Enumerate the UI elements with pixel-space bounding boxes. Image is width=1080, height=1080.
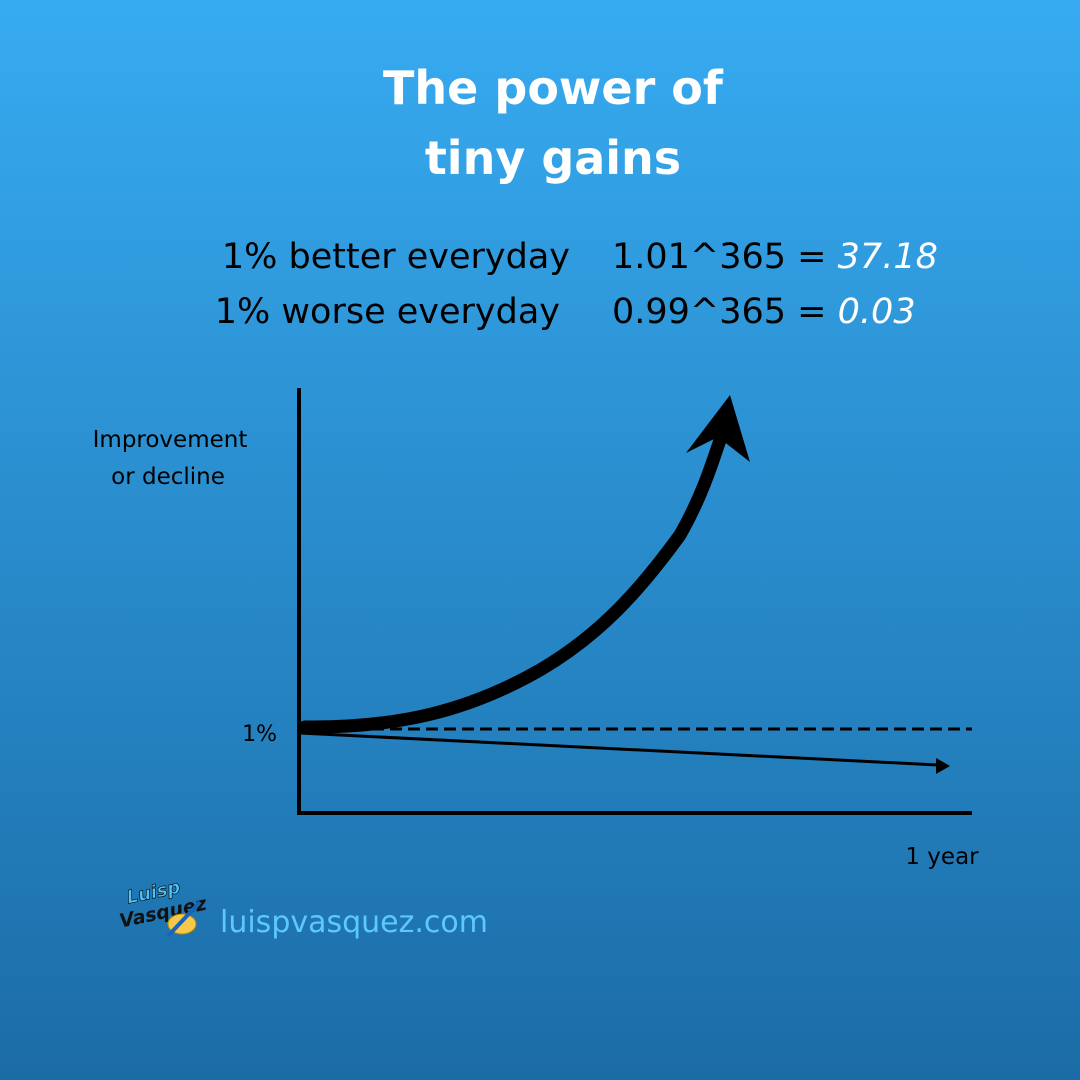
result: 0.03 — [838, 292, 916, 332]
row-formula: 1.01^365 = 37.18 — [612, 237, 938, 277]
formula: 1.01^365 = — [612, 237, 827, 277]
row-formula: 0.99^365 = 0.03 — [612, 292, 916, 332]
formula-rows: 1% better everyday 1.01^365 = 37.18 1% w… — [215, 237, 938, 332]
graph: Improvement or decline 1% 1 year — [93, 388, 979, 870]
x-axis-label: 1 year — [905, 844, 979, 870]
growth-curve — [298, 433, 727, 734]
formula: 0.99^365 = — [612, 292, 827, 332]
title: The power of tiny gains — [383, 61, 724, 185]
row-label: 1% worse everyday — [215, 292, 560, 332]
writing-hand-icon — [166, 900, 202, 938]
footer: Luisp Vasquez luispvasquez.com — [117, 876, 488, 940]
result: 37.18 — [838, 237, 938, 277]
y-axis-label: Improvement — [93, 427, 248, 453]
decline-arrowhead — [936, 758, 950, 774]
row-label: 1% better everyday — [222, 237, 570, 277]
growth-arrowhead — [686, 395, 750, 462]
y-axis-label: or decline — [111, 464, 225, 490]
baseline-label: 1% — [242, 722, 277, 747]
title-line: The power of — [383, 61, 724, 115]
decline-line — [299, 731, 939, 767]
title-line: tiny gains — [425, 131, 681, 185]
website-url: luispvasquez.com — [220, 905, 488, 940]
